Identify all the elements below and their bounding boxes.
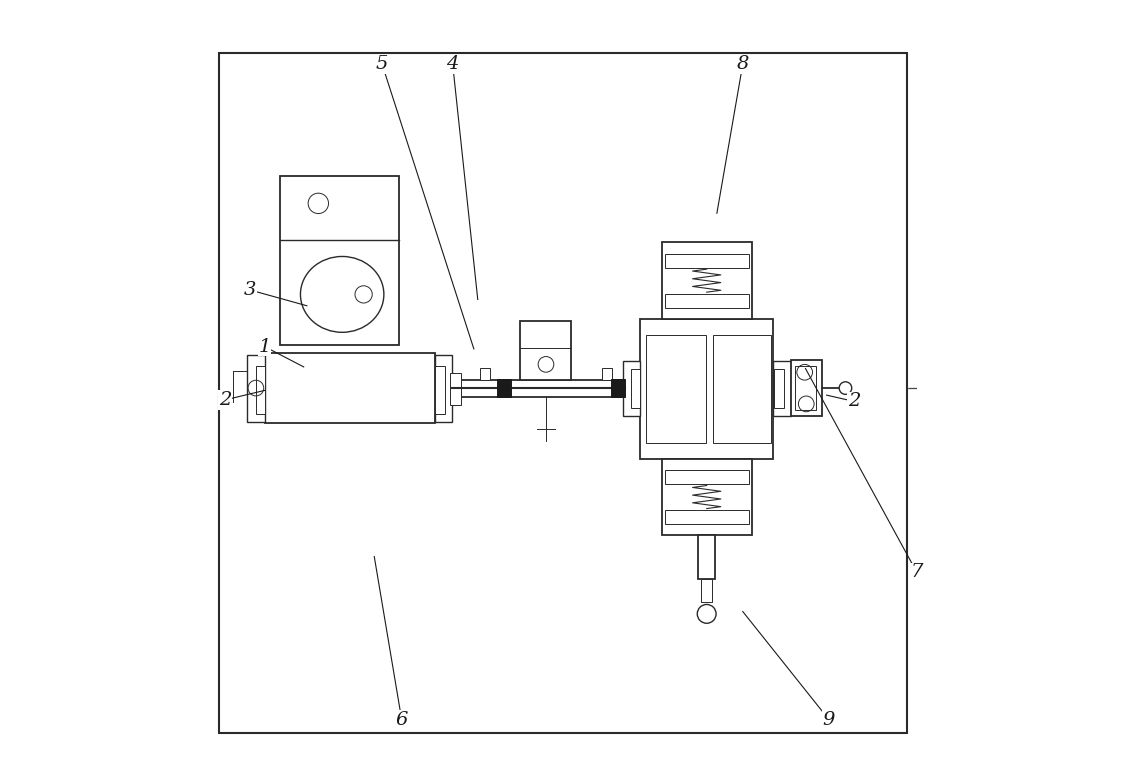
Bar: [256, 366, 264, 414]
Text: 2: 2: [219, 391, 231, 408]
Circle shape: [839, 382, 852, 394]
Text: 5: 5: [376, 56, 388, 73]
Bar: [791, 360, 822, 416]
Text: 1: 1: [258, 338, 271, 355]
Text: 2: 2: [848, 393, 861, 410]
Text: 9: 9: [822, 711, 835, 728]
Bar: [795, 366, 816, 410]
Bar: [623, 361, 640, 416]
Bar: [497, 379, 511, 397]
Text: 3: 3: [245, 281, 256, 299]
Bar: [664, 294, 749, 307]
Bar: [774, 361, 791, 416]
Bar: [602, 368, 611, 380]
Bar: [664, 254, 749, 267]
Bar: [520, 321, 572, 380]
Bar: [434, 355, 452, 422]
Bar: [435, 366, 446, 414]
Bar: [698, 535, 715, 579]
Bar: [664, 510, 749, 524]
Text: 6: 6: [396, 711, 408, 728]
Bar: [611, 379, 625, 397]
Bar: [702, 579, 712, 602]
Bar: [632, 369, 640, 408]
Bar: [713, 335, 770, 443]
Bar: [247, 355, 264, 422]
Bar: [632, 373, 643, 405]
Text: 8: 8: [737, 56, 749, 73]
Bar: [460, 380, 632, 397]
Ellipse shape: [300, 256, 384, 332]
Bar: [219, 53, 907, 733]
Bar: [662, 242, 751, 319]
Bar: [280, 176, 399, 345]
Circle shape: [697, 604, 716, 623]
Bar: [640, 319, 774, 459]
Bar: [481, 368, 490, 380]
Bar: [662, 459, 751, 535]
Bar: [774, 369, 784, 408]
Text: 4: 4: [447, 56, 459, 73]
Bar: [646, 335, 706, 443]
Bar: [264, 353, 434, 423]
Text: 7: 7: [910, 564, 923, 581]
Bar: [450, 373, 460, 405]
Bar: [664, 470, 749, 484]
